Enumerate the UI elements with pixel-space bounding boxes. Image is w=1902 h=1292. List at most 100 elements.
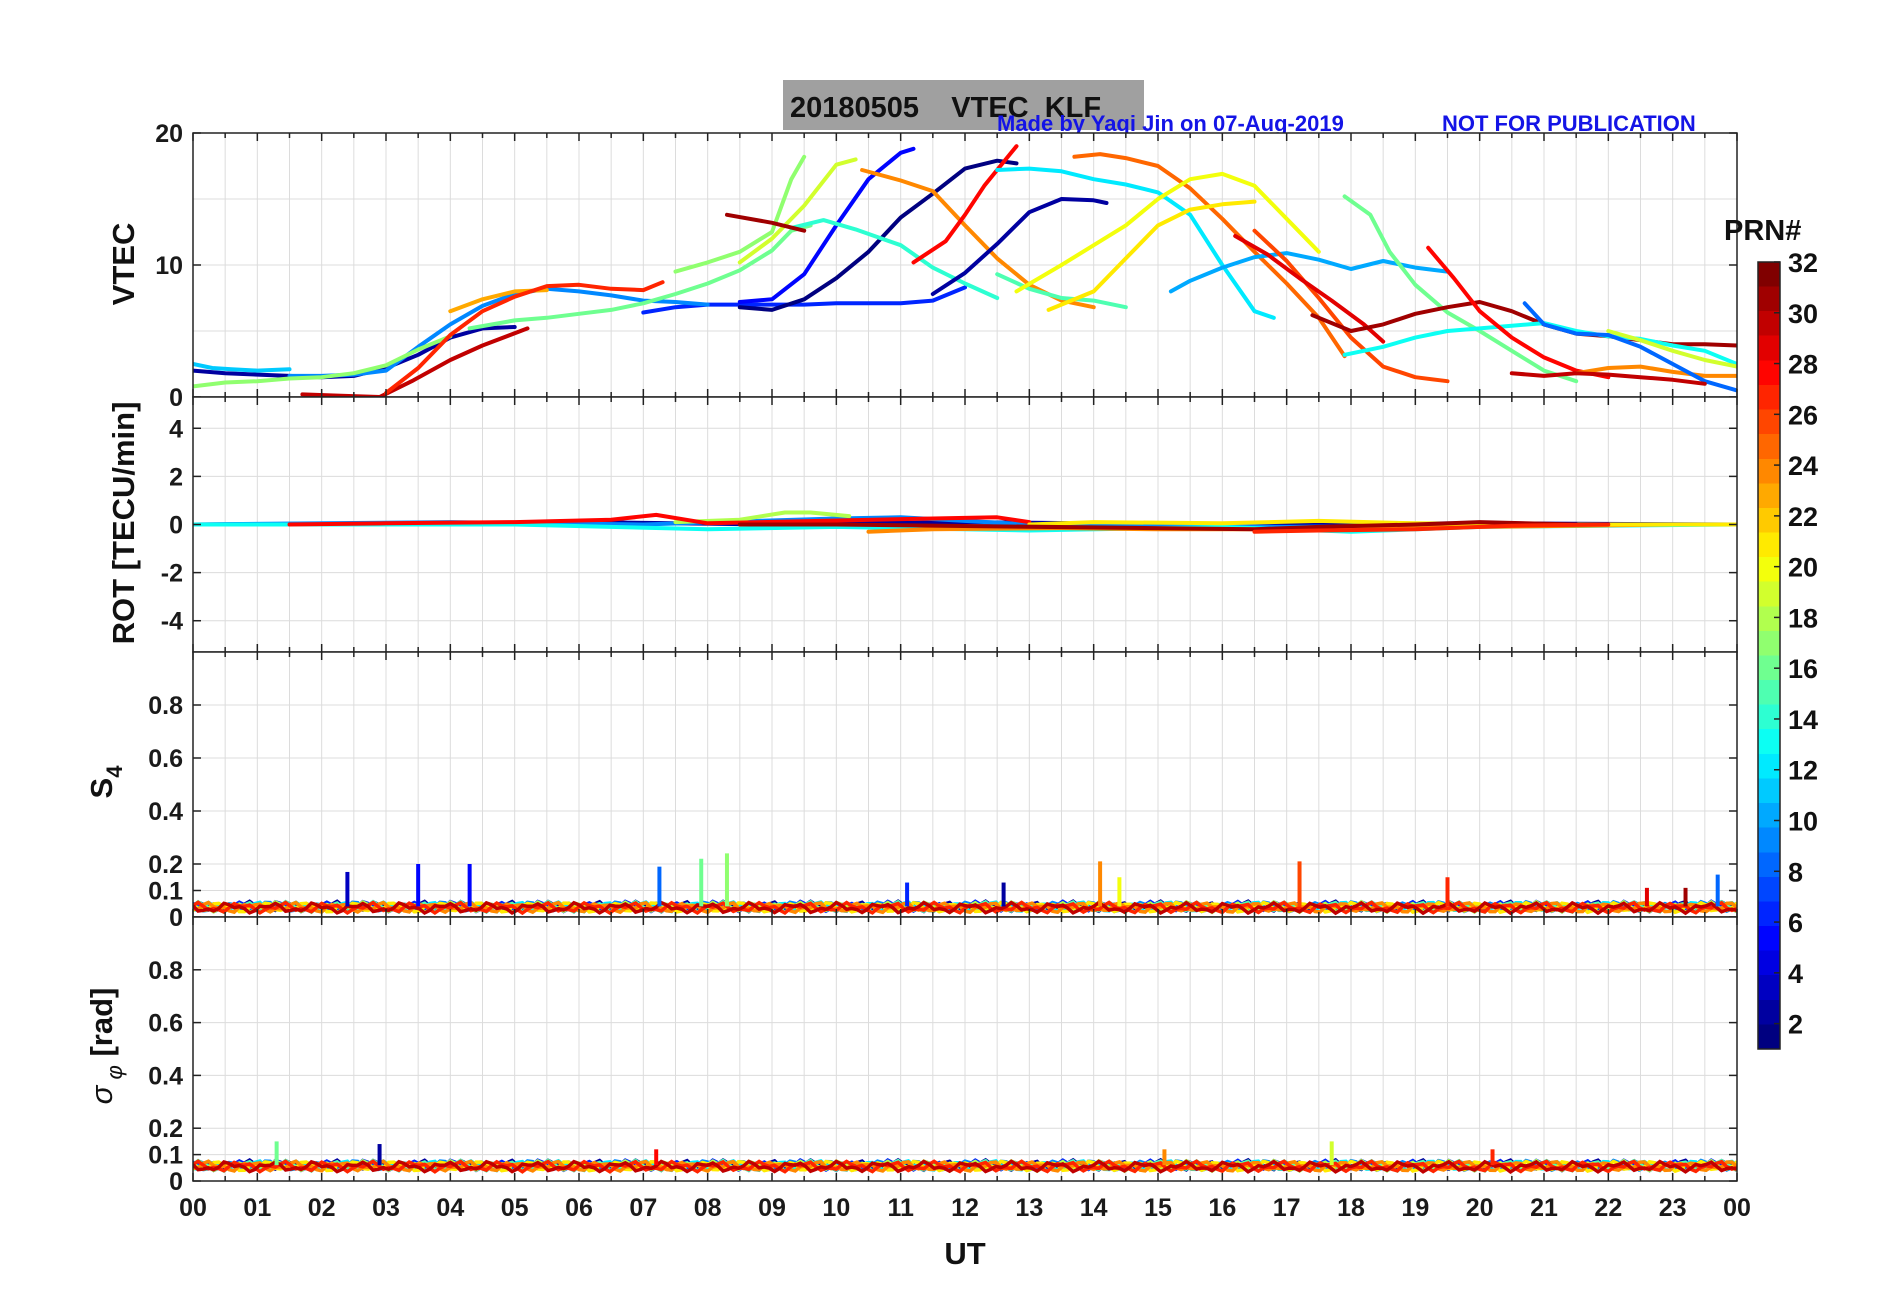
xlabel: UT bbox=[944, 1236, 985, 1271]
series-line-prn-28 bbox=[1426, 245, 1611, 380]
y-tick-label: 0.6 bbox=[148, 745, 183, 773]
x-tick-label: 15 bbox=[1144, 1194, 1172, 1222]
series-line-prn-16 bbox=[467, 223, 813, 331]
colorbar-title: PRN# bbox=[1724, 215, 1801, 247]
y-tick-label: 0.4 bbox=[148, 798, 183, 826]
ylabel-s4: S4 bbox=[84, 765, 127, 799]
y-tick-label: 0.2 bbox=[148, 1115, 183, 1143]
series-line-prn-18 bbox=[673, 510, 852, 525]
series-line-prn-1 bbox=[737, 158, 1019, 312]
series-line-prn-20 bbox=[1014, 171, 1321, 294]
chart-title: 20180505 VTEC KLF bbox=[790, 92, 1101, 124]
series-line-prn-17 bbox=[673, 154, 807, 274]
x-tick-label: 13 bbox=[1015, 1194, 1043, 1222]
series-line-prn-14 bbox=[789, 218, 1000, 300]
y-tick-label: 0 bbox=[169, 904, 183, 932]
series-line-prn-31 bbox=[725, 212, 807, 233]
series-line-prn-15 bbox=[995, 272, 1128, 310]
x-tick-label: 10 bbox=[822, 1194, 850, 1222]
colorbar-tick-label: 24 bbox=[1788, 451, 1818, 481]
ylabel-rot: ROT [TECU/min] bbox=[106, 402, 141, 645]
x-tick-label: 18 bbox=[1337, 1194, 1365, 1222]
baseline-prn-27 bbox=[193, 1159, 1737, 1174]
colorbar-tick-label: 12 bbox=[1788, 756, 1818, 786]
x-tick-label: 19 bbox=[1401, 1194, 1429, 1222]
y-tick-label: 0.1 bbox=[148, 1142, 183, 1170]
x-tick-label: 11 bbox=[887, 1194, 914, 1222]
x-tick-label: 14 bbox=[1080, 1194, 1108, 1222]
colorbar-tick-label: 16 bbox=[1788, 654, 1818, 684]
y-tick-label: 0 bbox=[169, 384, 183, 412]
x-tick-label: 03 bbox=[372, 1194, 400, 1222]
y-tick-label: 0 bbox=[169, 1168, 183, 1196]
colorbar-tick-label: 26 bbox=[1788, 400, 1818, 430]
y-tick-label: -2 bbox=[161, 560, 183, 588]
series-line-prn-2 bbox=[930, 197, 1109, 296]
y-tick-label: 0.1 bbox=[148, 878, 183, 906]
x-tick-label: 01 bbox=[243, 1194, 271, 1222]
x-tick-label: 06 bbox=[565, 1194, 593, 1222]
svg-text:σ φ [rad]: σ φ [rad] bbox=[84, 988, 127, 1105]
x-tick-label: 04 bbox=[436, 1194, 464, 1222]
colorbar-tick-label: 32 bbox=[1788, 248, 1818, 278]
colorbar-gradient bbox=[1757, 261, 1781, 1050]
data-layer bbox=[193, 144, 1737, 397]
data-layer bbox=[193, 1141, 1737, 1175]
series-line-prn-28 bbox=[287, 512, 1032, 527]
colorbar-tick-label: 22 bbox=[1788, 502, 1818, 532]
x-tick-label: 23 bbox=[1659, 1194, 1687, 1222]
series-line-prn-26 bbox=[1252, 228, 1450, 384]
series-line-prn-28 bbox=[911, 144, 1019, 265]
series-line-prn-30 bbox=[1509, 371, 1707, 386]
series-line-prn-21 bbox=[1046, 199, 1257, 312]
series-line-prn-16 bbox=[1342, 194, 1579, 384]
y-tick-label: 0.6 bbox=[148, 1010, 183, 1038]
series-line-prn-17 bbox=[193, 334, 453, 389]
x-tick-label: 00 bbox=[179, 1194, 207, 1222]
series-line-prn-31 bbox=[737, 520, 1579, 532]
y-tick-label: 10 bbox=[155, 252, 183, 280]
colorbar-tick-label: 30 bbox=[1788, 299, 1818, 329]
x-tick-label: 16 bbox=[1208, 1194, 1236, 1222]
colorbar-tick-label: 20 bbox=[1788, 553, 1818, 583]
x-tick-label: 20 bbox=[1466, 1194, 1494, 1222]
colorbar-tick-label: 6 bbox=[1788, 908, 1803, 938]
ylabel-sigma-phi: σ φ [rad] bbox=[84, 988, 127, 1105]
series-line-prn-27 bbox=[384, 280, 665, 395]
colorbar-tick-label: 4 bbox=[1788, 959, 1803, 989]
panels: 01020-4-202400.10.20.40.60.800.10.20.40.… bbox=[148, 120, 1751, 1222]
colorbar-tick-label: 2 bbox=[1788, 1010, 1803, 1040]
colorbar-tick-label: 28 bbox=[1788, 350, 1818, 380]
series-line-prn-19 bbox=[1606, 329, 1737, 369]
x-tick-label: 22 bbox=[1594, 1194, 1622, 1222]
x-tick-label: 02 bbox=[308, 1194, 336, 1222]
x-tick-label: 17 bbox=[1273, 1194, 1301, 1222]
colorbar-tick-label: 18 bbox=[1788, 603, 1818, 633]
y-tick-label: 4 bbox=[169, 415, 183, 443]
panel-vtec: 0 10 20 bbox=[155, 120, 1738, 412]
series-line-prn-27 bbox=[1252, 522, 1611, 534]
x-tick-label: 05 bbox=[501, 1194, 529, 1222]
data-layer bbox=[193, 510, 1737, 534]
y-tick-label: 0.2 bbox=[148, 851, 183, 879]
title-box bbox=[783, 80, 1144, 130]
y-tick-label: 2 bbox=[169, 463, 183, 491]
colorbar-tick-label: 14 bbox=[1788, 705, 1818, 735]
colorbar-tick-label: 10 bbox=[1788, 807, 1818, 837]
baseline-prn-30 bbox=[193, 1159, 1737, 1175]
y-tick-label: -4 bbox=[161, 608, 183, 636]
y-tick-label: 20 bbox=[155, 120, 183, 148]
series-line-prn-12 bbox=[995, 166, 1276, 320]
series-line-prn-30 bbox=[300, 326, 530, 397]
y-tick-label: 0.8 bbox=[148, 957, 183, 985]
ylabel-vtec: VTEC bbox=[106, 223, 141, 306]
colorbar-tick-label: 8 bbox=[1788, 857, 1803, 887]
x-tick-label: 21 bbox=[1530, 1194, 1558, 1222]
x-tick-label: 12 bbox=[951, 1194, 979, 1222]
svg-text:S4: S4 bbox=[84, 765, 127, 799]
y-tick-label: 0.8 bbox=[148, 692, 183, 720]
notice-text: NOT FOR PUBLICATION bbox=[1442, 111, 1696, 136]
x-tick-label: 09 bbox=[758, 1194, 786, 1222]
series-line-prn-11 bbox=[193, 362, 292, 373]
